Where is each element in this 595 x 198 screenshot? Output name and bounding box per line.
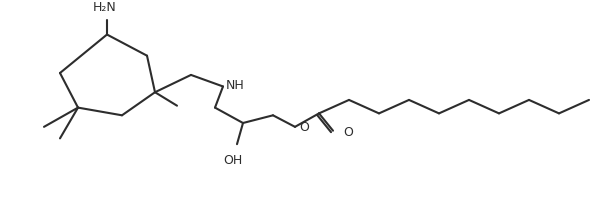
Text: O: O — [299, 121, 309, 134]
Text: NH: NH — [226, 79, 245, 92]
Text: OH: OH — [223, 154, 243, 167]
Text: O: O — [343, 126, 353, 139]
Text: H₂N: H₂N — [93, 1, 117, 14]
